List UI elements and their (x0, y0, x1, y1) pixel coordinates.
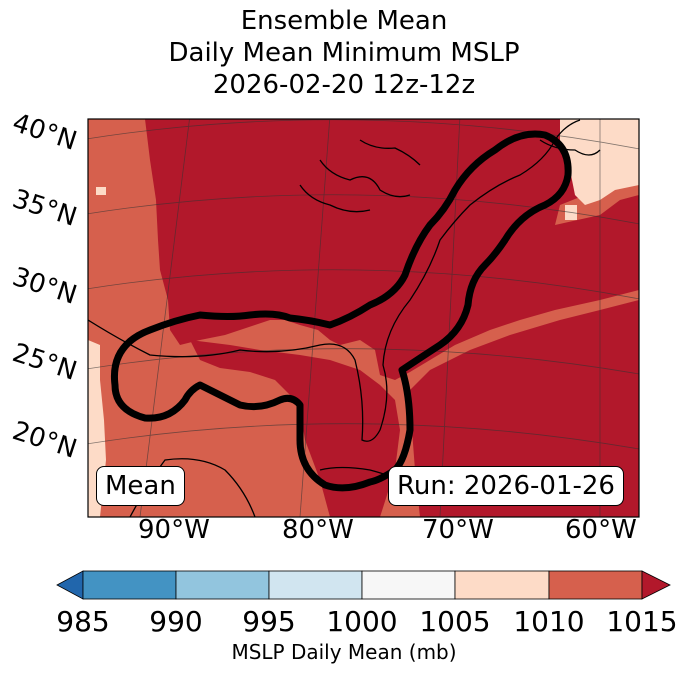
pressure-contour (110, 130, 572, 492)
colorbar-label: MSLP Daily Mean (mb) (231, 640, 457, 664)
colorbar-tick-985: 985 (56, 605, 110, 638)
graticule (88, 119, 639, 517)
map-area (88, 119, 639, 517)
colorbar-bin-995-1000 (268, 570, 363, 600)
mean-box: Mean (96, 466, 185, 506)
pressure-dark-region-east (405, 300, 639, 517)
colorbar-bin-1005-1010 (454, 570, 550, 600)
lon-label-80: 80°W (282, 515, 354, 545)
pressure-light-speck (96, 187, 106, 195)
colorbar-extend-low (56, 570, 84, 600)
colorbar-tick-1005: 1005 (419, 605, 491, 638)
pressure-light-region-northeast (560, 119, 639, 205)
title-line-1: Ensemble Mean (240, 6, 448, 36)
colorbar-tick-995: 995 (242, 605, 296, 638)
colorbar-extend-high (641, 570, 671, 600)
title-line-2: Daily Mean Minimum MSLP (168, 38, 520, 68)
colorbar-bin-985-990 (82, 570, 177, 600)
lon-label-90: 90°W (138, 515, 210, 545)
colorbar-tick-1015: 1015 (606, 605, 678, 638)
colorbar-tick-1010: 1010 (513, 605, 585, 638)
colorbar-bin-1010-1015 (548, 570, 643, 600)
colorbar-bin-1000-1005 (361, 570, 456, 600)
lon-label-70: 70°W (422, 515, 494, 545)
run-date-box: Run: 2026-01-26 (388, 466, 624, 506)
colorbar (56, 570, 671, 600)
title-line-3: 2026-02-20 12z-12z (212, 70, 476, 100)
colorbar-tick-990: 990 (149, 605, 203, 638)
colorbar-tick-1000: 1000 (326, 605, 398, 638)
map-frame (87, 118, 640, 518)
lon-label-60: 60°W (565, 515, 637, 545)
pressure-dark-region-gulf (190, 340, 400, 517)
colorbar-bin-990-995 (175, 570, 270, 600)
